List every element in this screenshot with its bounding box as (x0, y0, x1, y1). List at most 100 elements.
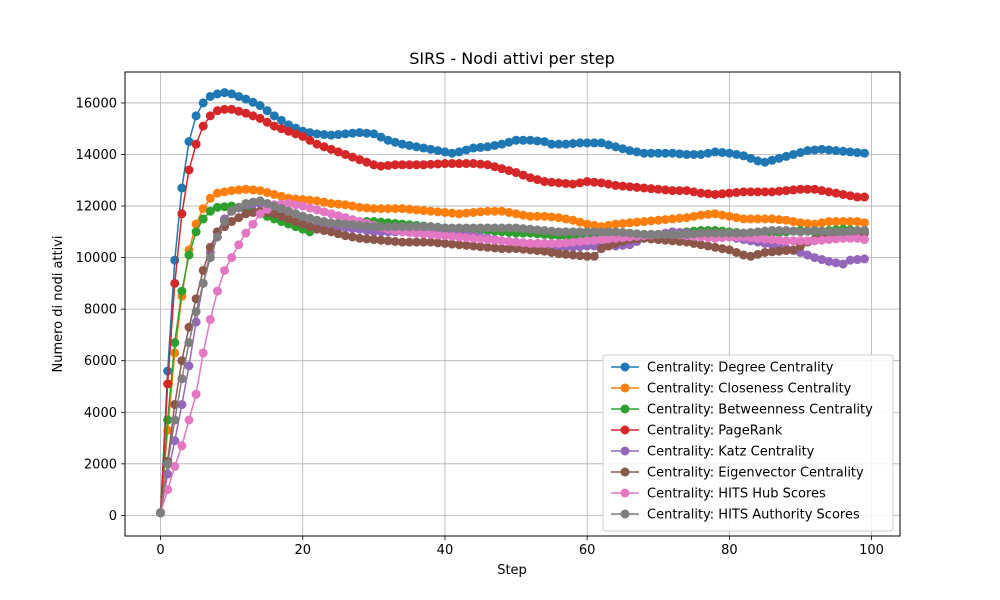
data-point (717, 244, 727, 254)
data-point (348, 201, 358, 211)
data-point (255, 101, 265, 111)
data-point (795, 247, 805, 257)
data-point (326, 218, 336, 228)
data-point (810, 184, 820, 194)
data-point (184, 322, 194, 332)
data-point (291, 209, 301, 219)
data-point (724, 211, 734, 221)
data-point (497, 164, 507, 174)
data-point (177, 400, 187, 410)
data-point (540, 177, 549, 187)
data-point (412, 228, 422, 238)
data-point (689, 187, 699, 197)
data-point (433, 159, 443, 169)
data-point (184, 165, 194, 175)
data-point (575, 227, 585, 237)
data-point (504, 223, 514, 233)
data-point (753, 187, 763, 197)
data-point (269, 121, 279, 131)
data-point (205, 314, 215, 324)
data-point (547, 247, 557, 257)
data-point (419, 206, 429, 216)
y-tick-label: 16000 (76, 96, 117, 111)
data-point (596, 227, 606, 237)
data-point (333, 199, 343, 209)
data-point (319, 142, 329, 152)
data-point (675, 229, 685, 239)
legend-label: Centrality: HITS Hub Scores (647, 487, 826, 502)
data-point (852, 148, 862, 158)
data-point (561, 238, 571, 248)
data-point (340, 149, 350, 159)
data-point (667, 186, 677, 196)
data-point (497, 236, 507, 246)
data-point (255, 209, 265, 219)
data-point (675, 236, 685, 246)
data-point (419, 237, 429, 247)
data-point (781, 186, 791, 196)
data-point (220, 202, 230, 212)
data-point (468, 143, 478, 153)
data-point (212, 188, 222, 198)
data-point (731, 188, 741, 198)
data-point (561, 178, 571, 188)
data-point (433, 146, 443, 156)
data-point (483, 235, 493, 245)
data-point (362, 203, 372, 213)
data-point (518, 238, 528, 248)
data-point (440, 159, 450, 169)
data-point (433, 222, 443, 232)
data-point (625, 218, 635, 228)
data-point (540, 238, 549, 248)
data-point (426, 144, 436, 154)
data-point (390, 160, 400, 170)
data-point (390, 204, 400, 214)
data-point (255, 113, 265, 123)
data-point (355, 220, 365, 230)
data-point (739, 214, 749, 224)
data-point (476, 142, 485, 152)
data-point (525, 135, 535, 145)
data-point (220, 265, 230, 275)
data-point (596, 138, 606, 148)
data-point (817, 235, 827, 245)
data-point (511, 223, 521, 233)
data-point (518, 210, 528, 220)
data-point (298, 219, 308, 229)
data-point (632, 217, 642, 227)
data-point (753, 249, 763, 259)
data-point (490, 162, 500, 172)
data-point (838, 189, 848, 199)
data-point (369, 129, 379, 139)
data-point (795, 184, 805, 194)
data-point (490, 140, 500, 150)
data-point (831, 234, 841, 244)
data-point (603, 140, 613, 150)
data-point (660, 229, 670, 239)
data-point (774, 246, 784, 256)
data-point (710, 228, 720, 238)
data-point (603, 241, 613, 251)
y-tick-label: 2000 (84, 457, 117, 472)
data-point (355, 128, 365, 138)
data-point (767, 226, 777, 236)
data-point (603, 227, 613, 237)
data-point (596, 244, 606, 254)
data-point (326, 227, 336, 237)
legend-label: Centrality: Closeness Centrality (647, 382, 852, 397)
data-point (447, 223, 457, 233)
series-2 (156, 184, 869, 518)
data-point (582, 138, 592, 148)
legend-item: Centrality: Eigenvector Centrality (611, 466, 864, 481)
data-point (639, 217, 649, 227)
data-point (767, 214, 777, 224)
data-point (440, 231, 450, 241)
data-point (419, 229, 429, 239)
data-point (667, 229, 677, 239)
data-point (440, 223, 450, 233)
data-point (724, 188, 734, 198)
data-point (682, 186, 692, 196)
data-point (739, 228, 749, 238)
data-point (255, 186, 265, 196)
data-point (703, 148, 713, 158)
